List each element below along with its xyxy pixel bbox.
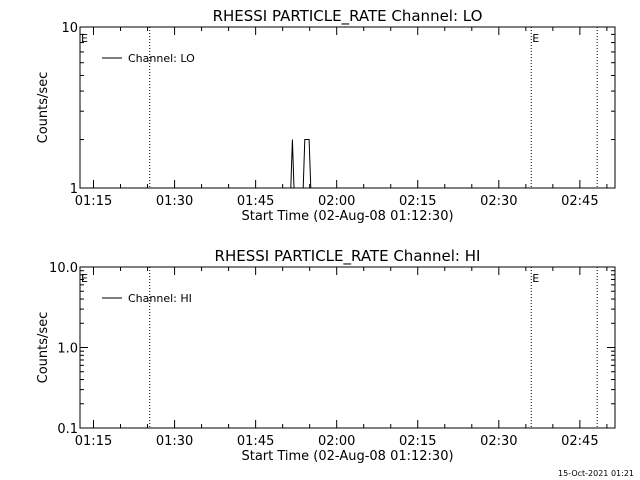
legend-label: Channel: LO (128, 52, 195, 65)
x-tick-label: 02:15 (399, 434, 436, 449)
x-tick-label: 02:45 (561, 194, 598, 209)
series-line (290, 139, 312, 189)
x-axis-label: Start Time (02-Aug-08 01:12:30) (241, 209, 453, 224)
x-tick-label: 01:15 (75, 194, 112, 209)
axis-frame (79, 26, 616, 189)
x-axis-label: Start Time (02-Aug-08 01:12:30) (241, 449, 453, 464)
event-marker-label: E (81, 272, 88, 285)
x-tick-label: 02:00 (318, 434, 355, 449)
x-tick-label: 01:30 (156, 434, 193, 449)
event-marker-label: E (532, 272, 539, 285)
chart-title: RHESSI PARTICLE_RATE Channel: LO (213, 7, 483, 26)
x-tick-label: 02:15 (399, 194, 436, 209)
y-tick-label: 10.0 (49, 261, 78, 276)
x-tick-label: 01:45 (237, 194, 274, 209)
y-tick-label: 1.0 (57, 342, 78, 357)
footer-timestamp: 15-Oct-2021 01:21 (558, 469, 634, 478)
event-marker-label: E (532, 32, 539, 45)
x-tick-label: 01:45 (237, 434, 274, 449)
x-tick-label: 02:30 (480, 434, 517, 449)
x-tick-label: 02:45 (561, 434, 598, 449)
x-tick-label: 02:00 (318, 194, 355, 209)
x-tick-label: 01:30 (156, 194, 193, 209)
y-tick-label: 1 (70, 182, 78, 197)
event-marker-label: E (81, 32, 88, 45)
y-axis-label: Counts/sec (36, 312, 51, 384)
y-axis-label: Counts/sec (36, 72, 51, 144)
x-tick-label: 01:15 (75, 434, 112, 449)
y-tick-label: 10 (61, 21, 78, 36)
y-tick-label: 0.1 (57, 422, 78, 437)
chart-title: RHESSI PARTICLE_RATE Channel: HI (215, 247, 481, 266)
legend-label: Channel: HI (128, 292, 192, 305)
x-tick-label: 02:30 (480, 194, 517, 209)
